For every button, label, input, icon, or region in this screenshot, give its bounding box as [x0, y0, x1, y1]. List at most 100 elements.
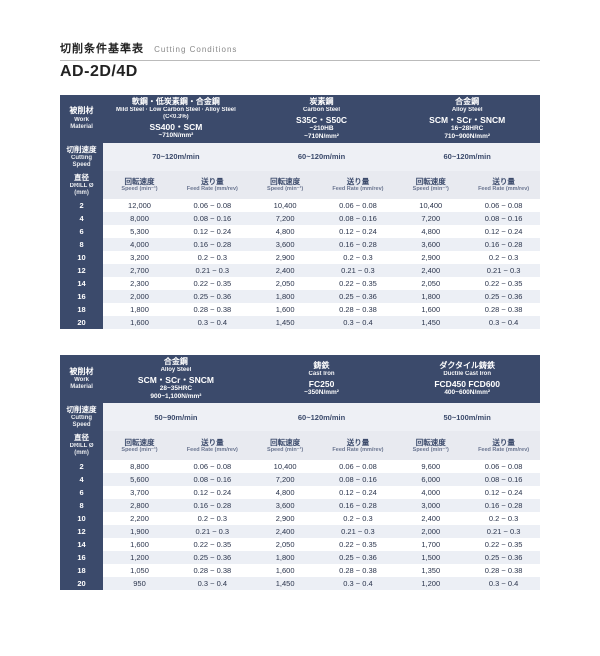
rot-value: 2,800 [103, 499, 176, 512]
dia-value: 2 [60, 199, 103, 212]
label-rot: 回転速度Speed (min⁻¹) [249, 431, 322, 459]
feed-value: 0.25 ~ 0.36 [176, 551, 249, 564]
feed-value: 0.2 ~ 0.3 [467, 512, 540, 525]
rot-value: 3,200 [103, 251, 176, 264]
table-row: 142,3000.22 ~ 0.352,0500.22 ~ 0.352,0500… [60, 277, 540, 290]
feed-value: 0.08 ~ 0.16 [322, 212, 395, 225]
rot-value: 7,200 [249, 473, 322, 486]
rot-value: 3,700 [103, 486, 176, 499]
dia-value: 12 [60, 264, 103, 277]
dia-value: 10 [60, 512, 103, 525]
material-header: 炭素鋼Carbon SteelS35C・S50C~210HB~710N/mm² [249, 95, 395, 143]
rot-value: 5,600 [103, 473, 176, 486]
dia-value: 16 [60, 551, 103, 564]
table-row: 103,2000.2 ~ 0.32,9000.2 ~ 0.32,9000.2 ~… [60, 251, 540, 264]
rot-value: 1,800 [103, 303, 176, 316]
rot-value: 2,900 [394, 251, 467, 264]
feed-value: 0.25 ~ 0.36 [467, 290, 540, 303]
rot-value: 2,400 [394, 264, 467, 277]
table-row: 181,8000.28 ~ 0.381,6000.28 ~ 0.381,6000… [60, 303, 540, 316]
cutting-speed: 60~120m/min [249, 403, 395, 431]
feed-value: 0.12 ~ 0.24 [467, 225, 540, 238]
table-row: 122,7000.21 ~ 0.32,4000.21 ~ 0.32,4000.2… [60, 264, 540, 277]
label-dia: 直径DRILL Ø (mm) [60, 431, 103, 459]
table-row: 63,7000.12 ~ 0.244,8000.12 ~ 0.244,0000.… [60, 486, 540, 499]
feed-value: 0.21 ~ 0.3 [322, 525, 395, 538]
label-rot: 回転速度Speed (min⁻¹) [103, 171, 176, 199]
feed-value: 0.21 ~ 0.3 [176, 525, 249, 538]
label-cutspeed: 切削速度Cutting Speed [60, 403, 103, 431]
rot-value: 2,050 [249, 538, 322, 551]
feed-value: 0.16 ~ 0.28 [322, 238, 395, 251]
rot-value: 2,900 [249, 512, 322, 525]
feed-value: 0.3 ~ 0.4 [467, 577, 540, 590]
feed-value: 0.28 ~ 0.38 [467, 564, 540, 577]
feed-value: 0.12 ~ 0.24 [176, 486, 249, 499]
table-row: 48,0000.08 ~ 0.167,2000.08 ~ 0.167,2000.… [60, 212, 540, 225]
dia-value: 20 [60, 316, 103, 329]
table-row: 161,2000.25 ~ 0.361,8000.25 ~ 0.361,5000… [60, 551, 540, 564]
rot-value: 1,600 [103, 538, 176, 551]
feed-value: 0.2 ~ 0.3 [176, 512, 249, 525]
rot-value: 2,000 [394, 525, 467, 538]
feed-value: 0.16 ~ 0.28 [467, 499, 540, 512]
rot-value: 1,200 [103, 551, 176, 564]
rot-value: 1,050 [103, 564, 176, 577]
rot-value: 2,700 [103, 264, 176, 277]
rot-value: 4,800 [249, 225, 322, 238]
feed-value: 0.3 ~ 0.4 [322, 316, 395, 329]
cutting-speed: 70~120m/min [103, 143, 249, 171]
rot-value: 3,000 [394, 499, 467, 512]
rot-value: 1,800 [249, 551, 322, 564]
rot-value: 4,000 [394, 486, 467, 499]
rot-value: 950 [103, 577, 176, 590]
feed-value: 0.22 ~ 0.35 [467, 277, 540, 290]
rot-value: 1,600 [249, 303, 322, 316]
rot-value: 4,000 [103, 238, 176, 251]
rot-value: 1,800 [249, 290, 322, 303]
material-header: 合金鋼Alloy SteelSCM・SCr・SNCM16~28HRC710~90… [394, 95, 540, 143]
label-feed: 送り量Feed Rate (mm/rev) [322, 171, 395, 199]
feed-value: 0.21 ~ 0.3 [176, 264, 249, 277]
rot-value: 1,600 [103, 316, 176, 329]
rot-value: 1,700 [394, 538, 467, 551]
material-header: 軟鋼・低炭素鋼・合金鋼Mild Steel · Low Carbon Steel… [103, 95, 249, 143]
dia-value: 6 [60, 225, 103, 238]
dia-value: 20 [60, 577, 103, 590]
feed-value: 0.2 ~ 0.3 [467, 251, 540, 264]
table-row: 141,6000.22 ~ 0.352,0500.22 ~ 0.351,7000… [60, 538, 540, 551]
feed-value: 0.28 ~ 0.38 [467, 303, 540, 316]
rot-value: 3,600 [249, 499, 322, 512]
pretitle: 切削条件基準表 Cutting Conditions [60, 40, 540, 56]
rot-value: 2,400 [249, 264, 322, 277]
feed-value: 0.21 ~ 0.3 [467, 525, 540, 538]
table-row: 45,6000.08 ~ 0.167,2000.08 ~ 0.166,0000.… [60, 473, 540, 486]
material-header: 鋳鉄Cast IronFC250~350N/mm² [249, 355, 395, 403]
rot-value: 1,800 [394, 290, 467, 303]
rot-value: 1,900 [103, 525, 176, 538]
rot-value: 1,500 [394, 551, 467, 564]
label-rot: 回転速度Speed (min⁻¹) [103, 431, 176, 459]
feed-value: 0.25 ~ 0.36 [176, 290, 249, 303]
rot-value: 1,600 [249, 564, 322, 577]
dia-value: 2 [60, 460, 103, 473]
feed-value: 0.3 ~ 0.4 [322, 577, 395, 590]
label-material: 被削材Work Material [60, 355, 103, 403]
rot-value: 2,200 [103, 512, 176, 525]
feed-value: 0.2 ~ 0.3 [176, 251, 249, 264]
cutting-speed: 60~120m/min [394, 143, 540, 171]
dia-value: 10 [60, 251, 103, 264]
rot-value: 4,800 [249, 486, 322, 499]
table-row: 84,0000.16 ~ 0.283,6000.16 ~ 0.283,6000.… [60, 238, 540, 251]
feed-value: 0.22 ~ 0.35 [467, 538, 540, 551]
feed-value: 0.16 ~ 0.28 [176, 499, 249, 512]
feed-value: 0.06 ~ 0.08 [322, 460, 395, 473]
feed-value: 0.21 ~ 0.3 [322, 264, 395, 277]
feed-value: 0.12 ~ 0.24 [467, 486, 540, 499]
feed-value: 0.22 ~ 0.35 [322, 277, 395, 290]
feed-value: 0.25 ~ 0.36 [467, 551, 540, 564]
feed-value: 0.08 ~ 0.16 [176, 212, 249, 225]
rot-value: 7,200 [394, 212, 467, 225]
cutting-table: 被削材Work Material軟鋼・低炭素鋼・合金鋼Mild Steel · … [60, 95, 540, 329]
feed-value: 0.21 ~ 0.3 [467, 264, 540, 277]
